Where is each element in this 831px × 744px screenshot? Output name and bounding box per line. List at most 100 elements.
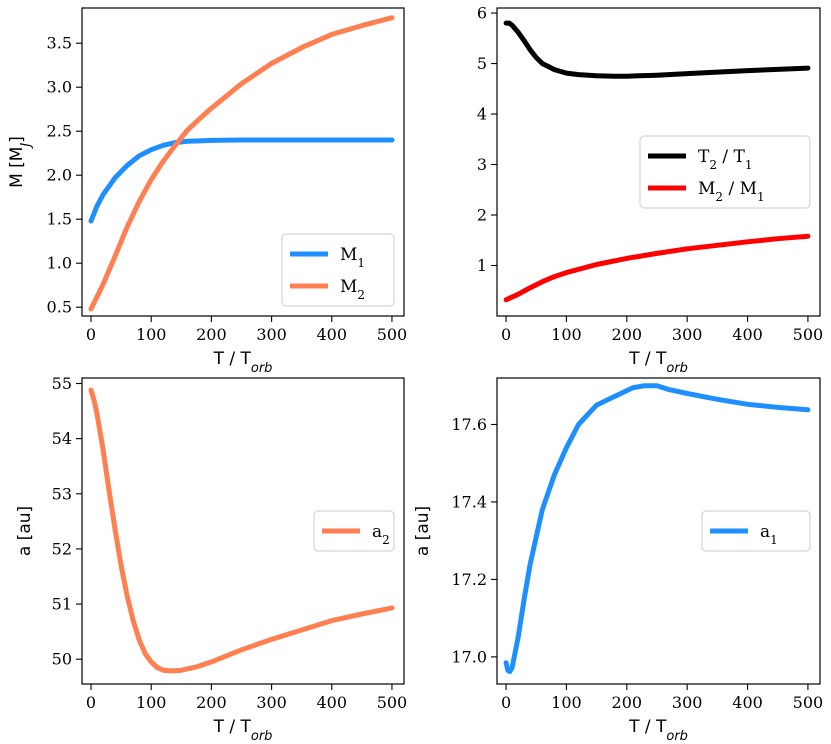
x-tick-label: 100 — [136, 693, 167, 712]
legend-label: M2 / M1 — [698, 179, 765, 204]
text-part: T / T — [628, 717, 667, 737]
text-part: M — [698, 179, 715, 199]
y-tick-label: 17.4 — [451, 492, 487, 511]
text-part: a — [372, 522, 382, 542]
y-tick-label: 3 — [477, 155, 487, 174]
x-tick-label: 300 — [256, 325, 287, 344]
x-tick-label: 500 — [377, 325, 408, 344]
y-tick-label: 55 — [52, 374, 72, 393]
y-tick-label: 1 — [477, 256, 487, 275]
x-tick-label: 200 — [612, 325, 643, 344]
x-tick-label: 300 — [256, 693, 287, 712]
x-tick-label: 0 — [86, 325, 96, 344]
text-sub: orb — [251, 361, 273, 376]
text-sub: 2 — [715, 190, 723, 204]
panel-p3: 0 100 200 300 400 500 50 51 52 53 54 55 T / Torb a [a… — [15, 374, 407, 743]
legend-label: M1 — [340, 245, 365, 270]
text-part: ] — [7, 136, 27, 143]
text-sub: 2 — [709, 158, 717, 172]
legend-label: T2 / T1 — [698, 147, 753, 172]
y-tick-label: 52 — [52, 539, 72, 558]
text-part: T / T — [628, 349, 667, 369]
x-tick-label: 300 — [672, 325, 703, 344]
x-tick-label: 200 — [196, 325, 227, 344]
legend: a2 — [313, 510, 395, 552]
x-tick-label: 400 — [732, 325, 763, 344]
x-tick-label: 400 — [732, 693, 763, 712]
text-part: T / T — [213, 349, 252, 369]
text-sub: 1 — [770, 533, 778, 547]
series-line-p3-1 — [88, 387, 395, 674]
x-tick-label: 100 — [551, 693, 582, 712]
text-part: / T — [717, 147, 746, 167]
y-tick-label: 6 — [477, 4, 487, 23]
x-tick-label: 300 — [672, 693, 703, 712]
y-axis-label: M [MJ] — [7, 136, 34, 188]
series-line-p4-1 — [503, 383, 811, 675]
text-part: M [M — [7, 147, 27, 188]
x-axis-label: T / Torb — [213, 349, 273, 376]
x-tick-label: 0 — [86, 693, 96, 712]
y-tick-label: 2 — [477, 206, 487, 225]
text-part: T — [698, 147, 710, 167]
y-axis-label: a [au] — [413, 506, 433, 556]
y-tick-label: 3.5 — [47, 34, 72, 53]
series-line-p1-1 — [88, 137, 395, 224]
text-part: a [au] — [413, 506, 433, 556]
text-sub: 2 — [357, 288, 365, 302]
y-axis-label: a [au] — [15, 506, 35, 556]
y-tick-label: 1.5 — [47, 210, 72, 229]
x-axis-label: T / Torb — [628, 717, 688, 744]
text-part: M — [340, 245, 357, 265]
plot-frame — [81, 7, 405, 317]
y-tick-label: 1.0 — [47, 254, 72, 273]
x-axis-label: T / Torb — [213, 717, 273, 744]
text-part: a [au] — [15, 506, 35, 556]
y-tick-label: 5 — [477, 54, 487, 73]
text-part: T / T — [213, 717, 252, 737]
text-sub: 2 — [382, 533, 390, 547]
text-sub: orb — [251, 729, 273, 744]
y-tick-label: 17.0 — [451, 647, 487, 666]
y-tick-label: 17.2 — [451, 570, 487, 589]
x-tick-label: 500 — [793, 693, 824, 712]
x-tick-label: 200 — [196, 693, 227, 712]
text-part: M — [340, 277, 357, 297]
y-tick-label: 0.5 — [47, 298, 72, 317]
x-axis-label: T / Torb — [628, 349, 688, 376]
text-sub: orb — [666, 361, 688, 376]
x-tick-label: 400 — [317, 325, 348, 344]
text-sub: 1 — [757, 190, 765, 204]
legend-label: a1 — [760, 522, 778, 547]
y-tick-label: 51 — [52, 595, 72, 614]
y-tick-label: 17.6 — [451, 415, 487, 434]
y-tick-label: 2.0 — [47, 166, 72, 185]
plot-frame — [496, 377, 821, 685]
x-tick-label: 400 — [317, 693, 348, 712]
y-tick-label: 3.0 — [47, 78, 72, 97]
series-line-p1-2 — [88, 15, 395, 312]
series-line-p2-1 — [503, 20, 811, 79]
legend-box — [701, 510, 811, 552]
text-sub: 1 — [745, 158, 753, 172]
x-tick-label: 200 — [612, 693, 643, 712]
x-tick-label: 0 — [501, 693, 511, 712]
y-tick-label: 54 — [52, 429, 72, 448]
x-tick-label: 500 — [793, 325, 824, 344]
y-tick-label: 4 — [477, 105, 487, 124]
text-part: a — [760, 522, 770, 542]
text-sub: 1 — [357, 256, 365, 270]
text-part: / M — [723, 179, 757, 199]
text-sub: J — [19, 143, 34, 150]
y-tick-label: 2.5 — [47, 122, 72, 141]
y-tick-label: 50 — [52, 650, 72, 669]
plot-frame — [81, 377, 405, 685]
y-tick-label: 53 — [52, 484, 72, 503]
x-tick-label: 100 — [551, 325, 582, 344]
plot-frame — [496, 7, 821, 317]
legend: a1 — [701, 510, 811, 552]
x-tick-label: 0 — [501, 325, 511, 344]
